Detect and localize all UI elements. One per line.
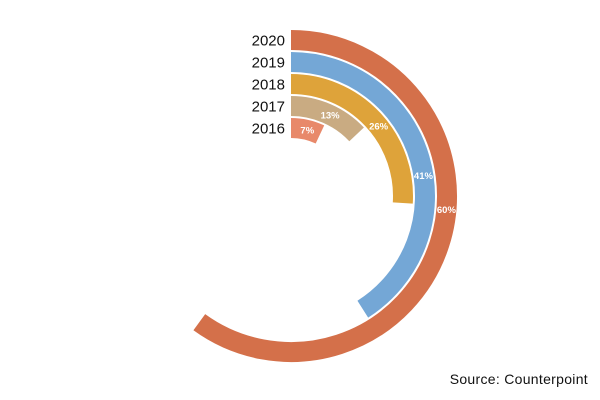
arc-2016 (290, 118, 325, 144)
arc-2019 (290, 52, 435, 318)
arc-2020 (193, 30, 457, 362)
arc-2018 (290, 74, 413, 204)
arc-2017 (290, 96, 364, 142)
value-label-2020: 60% (437, 205, 457, 216)
value-label-2019: 41% (414, 171, 434, 182)
category-label-2017: 2017 (252, 99, 285, 116)
category-label-2016: 2016 (252, 121, 285, 138)
value-label-2018: 26% (369, 122, 389, 133)
value-label-2016: 7% (300, 125, 314, 136)
category-label-2020: 2020 (252, 33, 285, 50)
source-note: Source: Counterpoint (449, 371, 588, 387)
value-label-2017: 13% (321, 110, 341, 121)
category-label-2018: 2018 (252, 77, 285, 94)
category-label-2019: 2019 (252, 55, 285, 72)
